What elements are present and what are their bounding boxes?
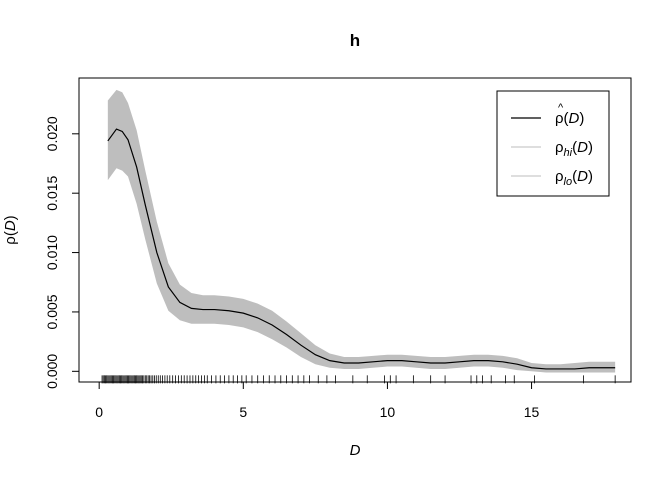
band-area <box>107 89 616 373</box>
y-tick-label: 0.005 <box>44 294 60 329</box>
legend: ρ(D)^ ρhi(D) ρlo(D) <box>496 90 610 197</box>
x-tick-label: 5 <box>239 404 247 420</box>
y-axis-title-paren-close: ) <box>2 215 19 220</box>
legend-label-lo: ρlo(D) <box>555 168 593 188</box>
y-tick-label: 0.020 <box>44 116 60 151</box>
x-tick-label: 10 <box>380 404 396 420</box>
y-axis-title-paren-open: ( <box>2 231 19 236</box>
y-tick-label: 0.015 <box>44 175 60 210</box>
x-tick-label: 15 <box>524 404 540 420</box>
legend-hat-est: ^ <box>558 102 564 114</box>
y-axis-title-arg: D <box>2 220 19 231</box>
x-tick-label: 0 <box>95 404 103 420</box>
x-axis: 0 5 10 15 <box>95 381 540 420</box>
legend-label-est: ρ(D) <box>555 110 584 127</box>
y-tick-label: 0.010 <box>44 235 60 270</box>
confidence-band <box>107 89 616 373</box>
chart-title: h <box>350 31 360 50</box>
estimate-line <box>107 128 616 370</box>
y-axis: 0.000 0.005 0.010 0.015 0.020 <box>44 116 80 389</box>
legend-label-hi: ρhi(D) <box>555 139 593 159</box>
x-axis-title: D <box>350 442 361 459</box>
y-axis-title-group: ρ(D) <box>2 215 19 244</box>
y-axis-title-symbol: ρ <box>2 236 19 245</box>
y-axis-title: ρ(D) <box>2 215 19 244</box>
y-tick-label: 0.000 <box>44 354 60 389</box>
estimate-line-group <box>107 128 616 370</box>
legend-box <box>496 90 610 197</box>
